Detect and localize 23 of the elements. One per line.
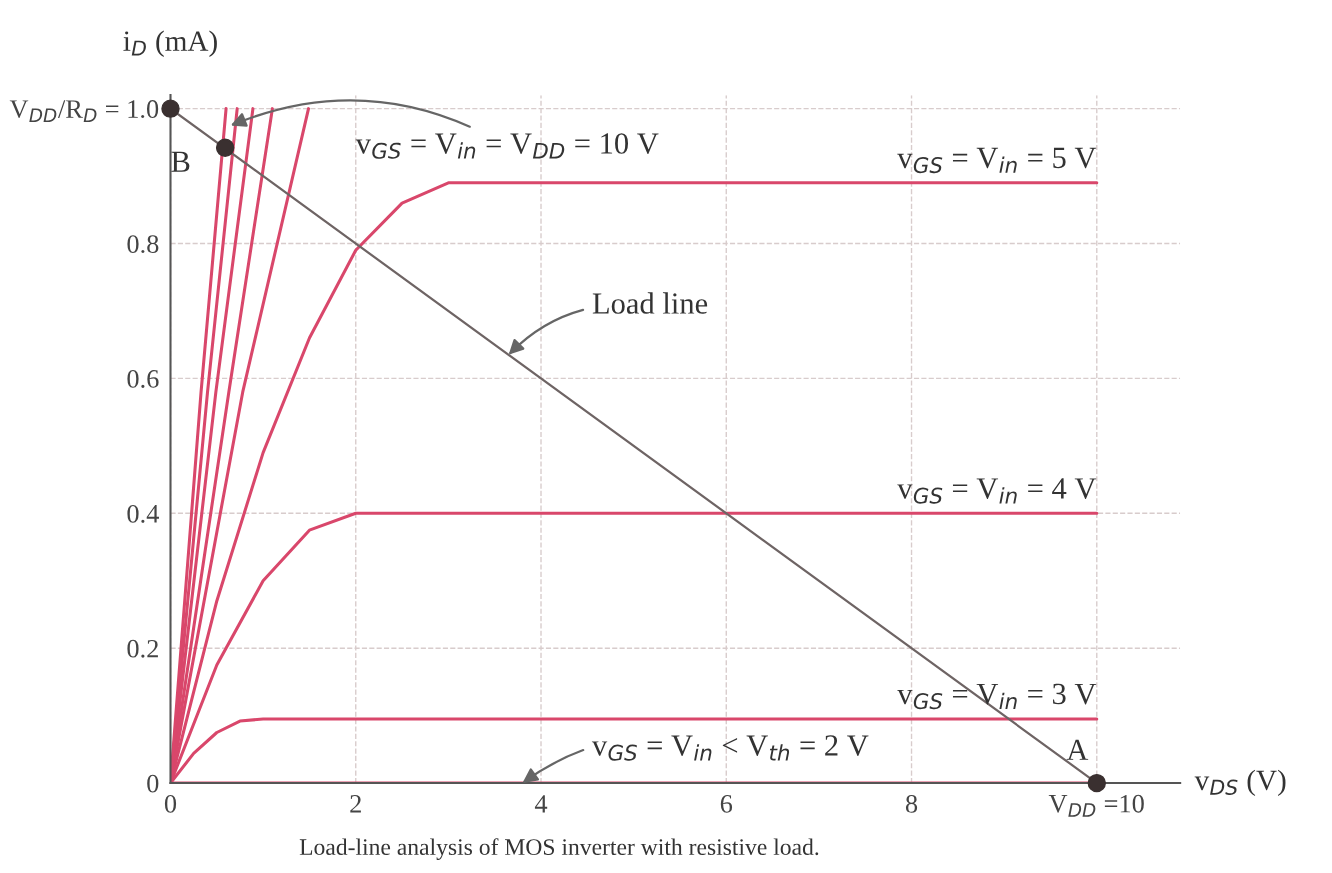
y-tick-label: 0.8 (127, 235, 159, 254)
annotation: Load line (592, 292, 708, 314)
x-tick-label: 4 (534, 795, 548, 813)
x-tick-label: 0 (164, 794, 177, 813)
annotation: B (171, 151, 190, 172)
annotation: v$_{GS}$ = V$_{in}$ = V$_{DD}$ = 10 V (355, 133, 659, 159)
y-tick-label: 0.4 (127, 504, 159, 523)
x-tick-label: 6 (720, 795, 733, 813)
x-axis-title: v$_{DS}$ (V) (1194, 769, 1286, 797)
x-tick-label: V$_{DD}$ =10 (1048, 794, 1144, 817)
annotation: v$_{GS}$ = V$_{in}$ < V$_{th}$ = 2 V (591, 735, 869, 761)
text: Load-line analysis of MOS inverter with resistive load. (299, 838, 819, 860)
y-tick-label: 0 (147, 774, 159, 793)
annotation: v$_{GS}$ = V$_{in}$ = 3 V (897, 683, 1097, 710)
y-axis-title: i$_{D}$ (mA) (123, 30, 217, 57)
y-tick-label: 0.2 (127, 639, 158, 658)
annotation: v$_{GS}$ = V$_{in}$ = 5 V (897, 147, 1097, 174)
annotation: A (1066, 739, 1089, 760)
annotation: v$_{GS}$ = V$_{in}$ = 4 V (897, 478, 1097, 504)
y-tick-label: 0.6 (127, 370, 159, 388)
y-tick-label: V$_{DD}$/R$_{D}$ = 1.0 (9, 100, 159, 122)
x-tick-label: 2 (350, 795, 361, 813)
x-tick-label: 8 (905, 794, 918, 813)
